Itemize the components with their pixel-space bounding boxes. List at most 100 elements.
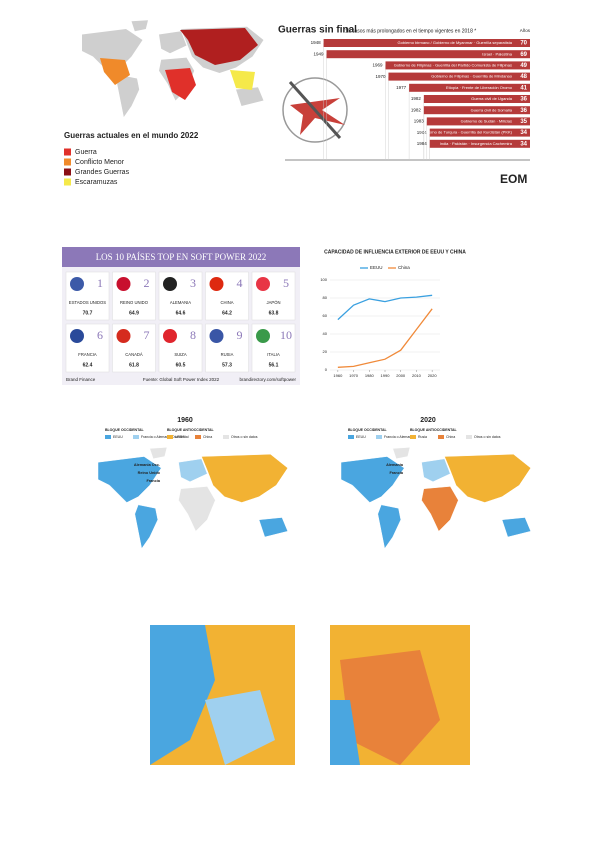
flag: [209, 277, 224, 291]
bar-label: Gobierno de Filipinas · Guerrilla del Pa…: [394, 62, 512, 67]
x-tick-label: 2010: [412, 373, 422, 378]
bar-label: Gobierno birmano / Gobierno de Myanmar ·…: [398, 40, 513, 45]
x-tick-label: 1990: [381, 373, 391, 378]
continent: [178, 458, 208, 483]
map-area: [150, 625, 215, 765]
legend-label: EEUU: [370, 265, 383, 270]
influence-map: 1960 BLOQUE OCCIDENTAL EEUU Francia o Alema…: [97, 417, 289, 550]
country-name: RUSIA: [221, 352, 234, 357]
bar-value: 36: [520, 108, 527, 114]
flag: [256, 329, 270, 343]
legend-swatch: [64, 158, 71, 166]
legend-swatch: [167, 435, 173, 439]
country-name: JAPÓN: [267, 300, 281, 305]
country-name: CHINA: [220, 300, 233, 305]
regional-maps: [150, 625, 470, 765]
legend-swatch: [64, 178, 71, 186]
score: 63.8: [269, 310, 279, 316]
score: 56.1: [269, 362, 279, 368]
country-name: REINO UNIDO: [120, 300, 149, 305]
rank: 8: [190, 328, 196, 342]
bar: [323, 39, 530, 47]
legend-swatch: [64, 148, 71, 156]
start-year: 1983: [414, 119, 425, 124]
country-name: ALEMANIA: [170, 300, 191, 305]
start-year: 1982: [411, 107, 422, 112]
continent: [340, 456, 405, 503]
legend-swatch: [410, 435, 416, 439]
bar: [326, 50, 530, 59]
flag: [256, 277, 270, 291]
bar: [423, 106, 530, 115]
continent: [421, 458, 451, 483]
flag: [163, 277, 177, 291]
bar: [426, 117, 530, 126]
line: [337, 294, 433, 321]
emblem: [282, 77, 348, 143]
legend-group: BLOQUE ANTIOCCIDENTAL: [410, 428, 458, 432]
start-year: 1969: [372, 63, 383, 68]
bar-value: 36: [520, 97, 527, 103]
start-year: 1984: [417, 130, 428, 135]
place-label: Francia: [146, 479, 160, 483]
legend-swatch: [64, 168, 71, 176]
legend-swatch: [376, 435, 382, 439]
bar-value: 41: [520, 85, 527, 91]
legend-swatch: [105, 435, 111, 439]
bar-value: 69: [520, 52, 527, 58]
legend-label: China: [446, 435, 455, 439]
place-label: Reino Unido: [138, 471, 161, 475]
flag: [116, 277, 131, 291]
rank: 10: [280, 328, 292, 342]
title-bar: [62, 247, 300, 267]
legend-group: BLOQUE OCCIDENTAL: [105, 428, 144, 432]
rank: 6: [97, 328, 103, 342]
start-year: 1977: [396, 85, 407, 90]
continent: [201, 453, 289, 503]
place-label: Alemania Occ.: [134, 463, 160, 467]
bar: [429, 128, 530, 137]
x-tick-label: 1970: [349, 373, 359, 378]
score: 60.5: [176, 362, 186, 368]
place-label: Alemania: [386, 463, 404, 467]
legend-label: EEUU: [356, 435, 366, 439]
bar-label: India · Pakistán · Insurgencia Cachemira: [440, 141, 513, 146]
map-title: 2020: [420, 417, 436, 424]
flag: [70, 277, 84, 291]
continent: [178, 486, 216, 532]
bar: [385, 61, 530, 70]
flag: [70, 329, 84, 343]
legend-label: Rusia: [418, 435, 427, 439]
longest-wars: Guerras sin final 10 casos más prolongad…: [278, 25, 531, 187]
rank: 2: [144, 276, 150, 290]
score: 57.3: [222, 362, 232, 368]
x-tick-label: 2020: [428, 373, 438, 378]
war-map: Guerras actuales en el mundo 2022 Guerra…: [64, 20, 264, 186]
legend-label: Francia o Alemania Occidental: [141, 435, 189, 439]
country-name: CANADÁ: [125, 352, 143, 357]
continent: [444, 453, 532, 503]
bar-label: Israel · Palestina: [482, 51, 513, 56]
start-year: 1984: [417, 141, 428, 146]
legend-label: EEUU: [113, 435, 123, 439]
country-name: SUIZA: [174, 352, 187, 357]
bar: [409, 83, 530, 92]
subtitle: 10 casos más prolongados en el tiempo vi…: [345, 28, 476, 34]
conflict-area: [230, 70, 255, 90]
y-tick-label: 0: [325, 367, 328, 372]
score: 64.2: [222, 310, 232, 316]
score: 61.8: [129, 362, 139, 368]
bar: [429, 139, 530, 148]
bar-value: 35: [520, 119, 527, 125]
influence-map: 2020 BLOQUE OCCIDENTAL EEUU Francia o Alema…: [340, 417, 532, 550]
y-tick-label: 60: [323, 313, 328, 318]
continent: [134, 504, 159, 550]
map-title: 1960: [177, 417, 193, 424]
country-name: FRANCIA: [78, 352, 97, 357]
x-tick-label: 1980: [365, 373, 375, 378]
legend-swatch: [195, 435, 201, 439]
x-tick-label: 2000: [396, 373, 406, 378]
bar-value: 49: [520, 63, 527, 69]
line: [337, 308, 433, 368]
